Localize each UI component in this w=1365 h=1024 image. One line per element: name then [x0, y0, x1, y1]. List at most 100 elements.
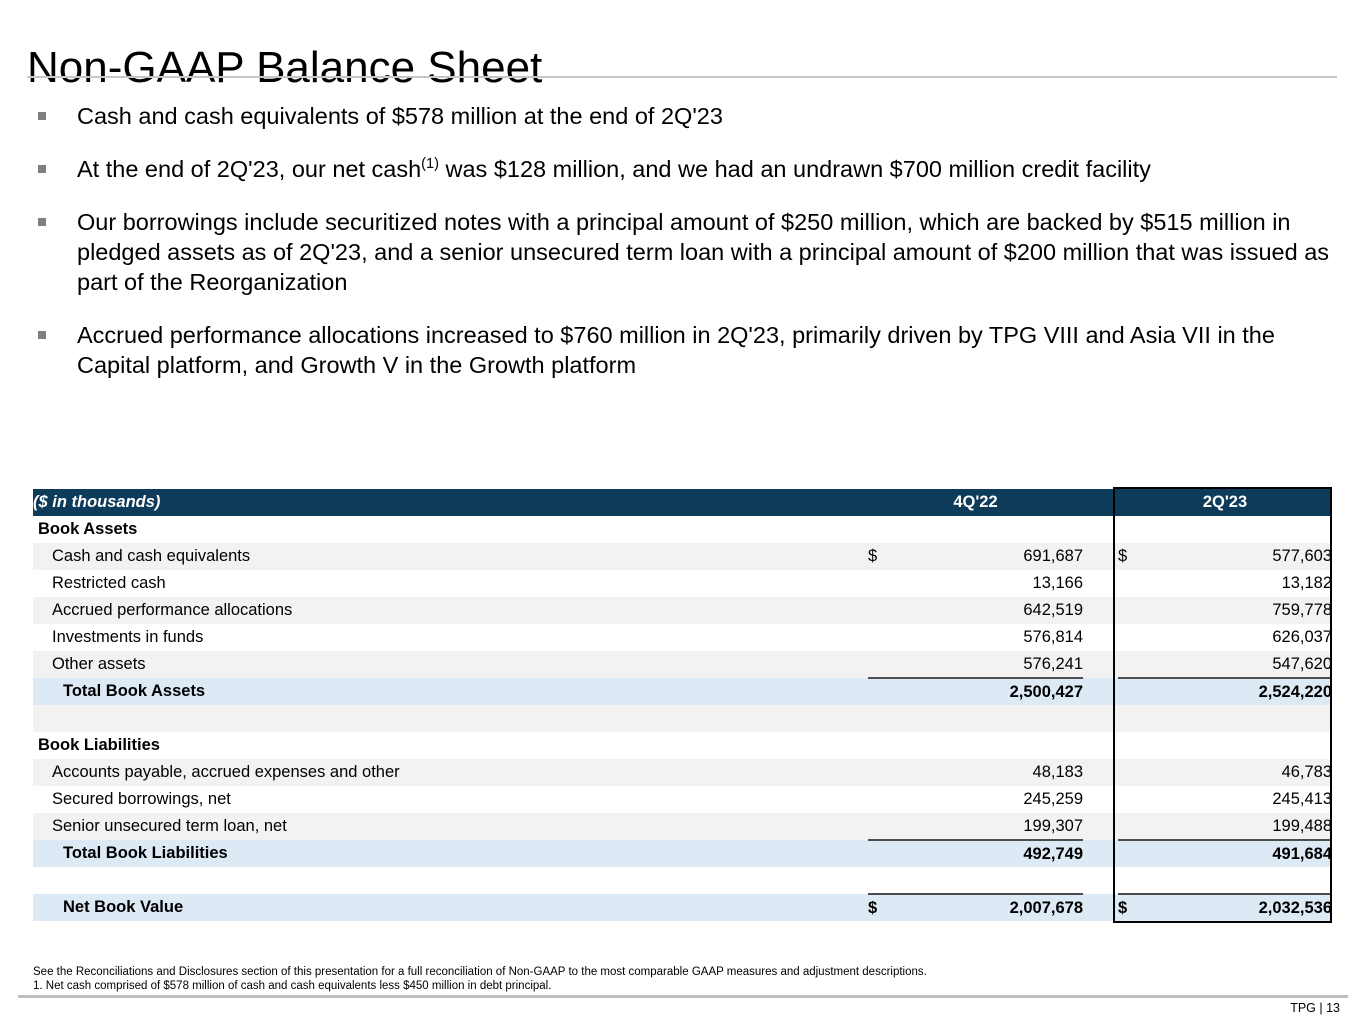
cell-gap: [1083, 651, 1119, 678]
cell-value-2q23: [1148, 705, 1333, 732]
cell-dollar-4q22: [868, 677, 898, 705]
cell-dollar-4q22: [868, 786, 898, 813]
table-row: Accrued performance allocations 642,519 75…: [33, 597, 1333, 624]
cell-gap: [1083, 543, 1119, 570]
cell-gap: [1083, 786, 1119, 813]
table-caption: ($ in thousands): [33, 489, 868, 516]
cell-dollar-4q22: [868, 570, 898, 597]
cell-dollar-2q23: [1118, 570, 1149, 597]
bullet-square-icon: [38, 331, 46, 339]
table-row: Restricted cash 13,166 13,182: [33, 570, 1333, 597]
cell-value-2q23: 199,488: [1148, 813, 1333, 840]
footnotes: See the Reconciliations and Disclosures …: [33, 966, 927, 993]
bullet-square-icon: [38, 218, 46, 226]
cell-value-4q22: 199,307: [898, 813, 1084, 840]
table-row: Secured borrowings, net 245,259 245,413: [33, 786, 1333, 813]
cell-dollar-2q23: [1118, 786, 1149, 813]
cell-dollar-2q23: [1118, 624, 1149, 651]
cell-value-4q22: 492,749: [898, 839, 1084, 867]
table-row: [33, 867, 1333, 894]
cell-dollar-2q23: [1118, 651, 1149, 678]
cell-dollar-2q23: [1118, 677, 1149, 705]
cell-value-2q23: [1148, 732, 1333, 759]
cell-dollar-2q23: $: [1118, 893, 1149, 921]
cell-value-2q23: 491,684: [1148, 839, 1333, 867]
row-label: Investments in funds: [33, 624, 868, 651]
row-label: Accrued performance allocations: [33, 597, 868, 624]
table-row: Total Book Liabilities 492,749 491,684: [33, 839, 1333, 867]
cell-dollar-4q22: [868, 705, 898, 732]
title-divider: [27, 76, 1337, 78]
cell-dollar-2q23: [1118, 597, 1149, 624]
row-label: Total Book Liabilities: [33, 840, 868, 867]
cell-gap: [1083, 624, 1119, 651]
bullet-text: Accrued performance allocations increase…: [77, 322, 1275, 378]
bullet-text: Cash and cash equivalents of $578 millio…: [77, 103, 723, 129]
bullet-item: Accrued performance allocations increase…: [27, 320, 1337, 380]
cell-gap: [1083, 759, 1119, 786]
row-label: Senior unsecured term loan, net: [33, 813, 868, 840]
cell-value-4q22: 13,166: [898, 570, 1084, 597]
table-row: Investments in funds 576,814 626,037: [33, 624, 1333, 651]
table-row: Book Liabilities: [33, 732, 1333, 759]
bullet-square-icon: [38, 165, 46, 173]
cell-dollar-2q23: [1118, 732, 1149, 759]
footnote-net-cash: 1. Net cash comprised of $578 million of…: [33, 979, 552, 992]
footer-divider: [18, 995, 1348, 998]
cell-dollar-2q23: [1118, 867, 1149, 894]
table-row: Book Assets: [33, 516, 1333, 543]
cell-gap: [1083, 705, 1119, 732]
cell-gap: [1083, 678, 1119, 705]
cell-dollar-4q22: [868, 867, 898, 894]
cell-value-4q22: 642,519: [898, 597, 1084, 624]
table-row: Senior unsecured term loan, net 199,307 19…: [33, 813, 1333, 840]
bullet-item: Cash and cash equivalents of $578 millio…: [27, 101, 1337, 131]
row-label: Restricted cash: [33, 570, 868, 597]
cell-value-4q22: [898, 705, 1084, 732]
row-label: Secured borrowings, net: [33, 786, 868, 813]
cell-dollar-4q22: [868, 732, 898, 759]
cell-value-4q22: 245,259: [898, 786, 1084, 813]
table-row: Cash and cash equivalents $691,687 $577,60…: [33, 543, 1333, 570]
bullet-item: Our borrowings include securitized notes…: [27, 207, 1337, 297]
cell-dollar-4q22: [868, 759, 898, 786]
cell-value-2q23: 626,037: [1148, 624, 1333, 651]
cell-dollar-2q23: [1118, 516, 1149, 543]
row-label: Book Liabilities: [33, 732, 868, 759]
cell-value-4q22: [898, 867, 1084, 894]
cell-gap: [1083, 813, 1119, 840]
cell-dollar-4q22: [868, 651, 898, 678]
cell-gap: [1083, 732, 1119, 759]
row-label: Other assets: [33, 651, 868, 678]
cell-dollar-4q22: [868, 839, 898, 867]
row-label: Total Book Assets: [33, 678, 868, 705]
cell-value-4q22: 2,500,427: [898, 677, 1084, 705]
cell-value-4q22: [898, 732, 1084, 759]
table-header-row: ($ in thousands) 4Q'22 2Q'23: [33, 489, 1333, 516]
cell-dollar-2q23: [1118, 759, 1149, 786]
cell-dollar-4q22: [868, 813, 898, 840]
cell-value-2q23: 547,620: [1148, 651, 1333, 678]
cell-value-4q22: 576,814: [898, 624, 1084, 651]
cell-value-2q23: [1148, 516, 1333, 543]
table-row: Total Book Assets 2,500,427 2,524,220: [33, 677, 1333, 705]
cell-value-2q23: 245,413: [1148, 786, 1333, 813]
cell-gap: [1083, 840, 1119, 867]
cell-dollar-2q23: $: [1118, 543, 1149, 570]
row-label: Book Assets: [33, 516, 868, 543]
cell-gap: [1083, 597, 1119, 624]
cell-dollar-4q22: [868, 624, 898, 651]
cell-value-2q23: 2,524,220: [1148, 677, 1333, 705]
cell-dollar-2q23: [1118, 705, 1149, 732]
row-label: Net Book Value: [33, 894, 868, 921]
cell-dollar-2q23: [1118, 813, 1149, 840]
bullet-item: At the end of 2Q'23, our net cash(1) was…: [27, 154, 1337, 184]
table-row: Net Book Value $2,007,678 $2,032,536: [33, 893, 1333, 921]
cell-value-4q22: 576,241: [898, 651, 1084, 678]
cell-value-4q22: 2,007,678: [898, 893, 1084, 921]
row-label: Cash and cash equivalents: [33, 543, 868, 570]
cell-gap: [1083, 570, 1119, 597]
cell-gap: [1083, 894, 1119, 921]
page-number: TPG | 13: [1290, 1001, 1340, 1015]
bullet-square-icon: [38, 112, 46, 120]
